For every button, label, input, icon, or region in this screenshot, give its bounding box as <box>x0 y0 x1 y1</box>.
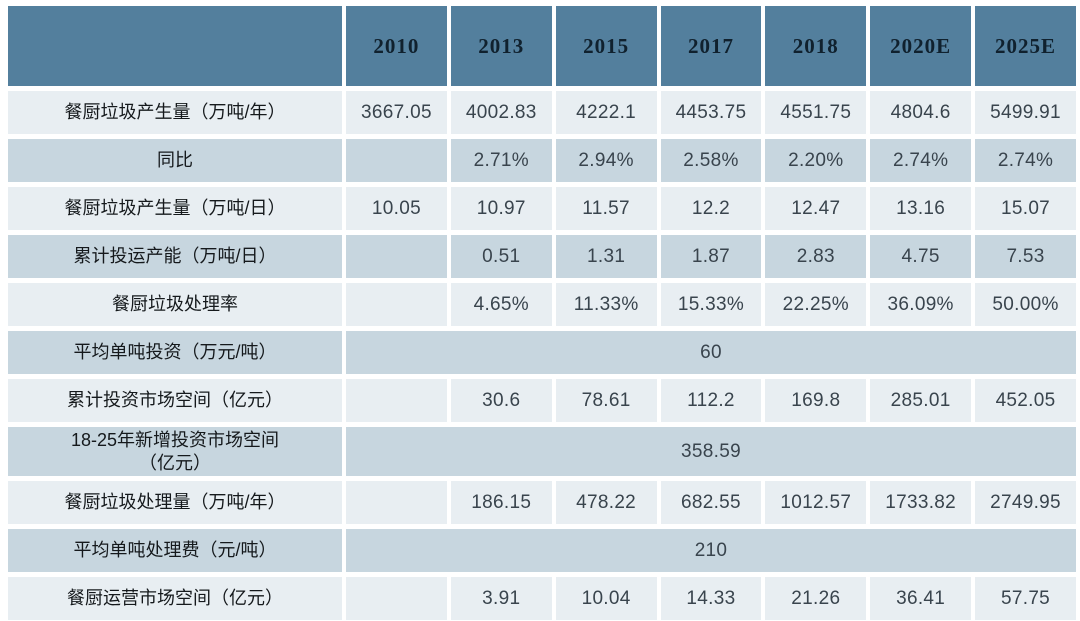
row-label: 餐厨垃圾处理量（万吨/年） <box>8 481 342 524</box>
merged-value-cell: 358.59 <box>346 427 1076 476</box>
value-cell: 22.25% <box>765 283 867 326</box>
value-cell: 4804.6 <box>870 91 972 134</box>
empty-value-cell <box>346 283 447 326</box>
year-header-2020e: 2020E <box>870 6 972 86</box>
table-row: 餐厨垃圾产生量（万吨/年） 3667.05 4002.83 4222.1 4453.75… <box>8 91 1076 134</box>
value-cell: 2749.95 <box>975 481 1076 524</box>
value-cell: 1733.82 <box>870 481 972 524</box>
value-cell: 11.33% <box>555 283 657 326</box>
value-cell: 478.22 <box>555 481 657 524</box>
empty-value-cell <box>346 577 447 620</box>
value-cell: 452.05 <box>975 379 1076 422</box>
empty-value-cell <box>346 481 447 524</box>
value-cell: 4453.75 <box>660 91 762 134</box>
value-cell: 11.57 <box>555 187 657 230</box>
value-cell: 4551.75 <box>765 91 867 134</box>
year-header-2015: 2015 <box>555 6 657 86</box>
value-cell: 3.91 <box>450 577 552 620</box>
corner-header-cell <box>8 6 342 86</box>
value-cell: 112.2 <box>660 379 762 422</box>
value-cell: 13.16 <box>870 187 972 230</box>
value-cell: 186.15 <box>450 481 552 524</box>
value-cell: 36.41 <box>870 577 972 620</box>
kitchen-waste-statistics-table: 2010 2013 2015 2017 2018 2020E 2025E 餐厨垃圾产生量（万… <box>4 1 1080 621</box>
table-row: 餐厨运营市场空间（亿元） 3.91 10.04 14.33 21.26 36.41 57.7… <box>8 577 1076 620</box>
row-label: 餐厨垃圾处理率 <box>8 283 342 326</box>
table-row: 平均单吨处理费（元/吨） 210 <box>8 529 1076 572</box>
table-head: 2010 2013 2015 2017 2018 2020E 2025E <box>8 6 1076 86</box>
row-label: 餐厨垃圾产生量（万吨/日） <box>8 187 342 230</box>
empty-value-cell <box>346 235 447 278</box>
year-header-2017: 2017 <box>660 6 762 86</box>
row-label: 平均单吨处理费（元/吨） <box>8 529 342 572</box>
merged-value-cell: 60 <box>346 331 1076 374</box>
row-label: 餐厨垃圾产生量（万吨/年） <box>8 91 342 134</box>
value-cell: 36.09% <box>870 283 972 326</box>
value-cell: 78.61 <box>555 379 657 422</box>
table-row: 餐厨垃圾处理量（万吨/年） 186.15 478.22 682.55 1012.57 17… <box>8 481 1076 524</box>
value-cell: 10.04 <box>555 577 657 620</box>
value-cell: 1.31 <box>555 235 657 278</box>
year-header-2013: 2013 <box>450 6 552 86</box>
value-cell: 2.94% <box>555 139 657 182</box>
value-cell: 682.55 <box>660 481 762 524</box>
value-cell: 2.74% <box>870 139 972 182</box>
row-label: 平均单吨投资（万元/吨） <box>8 331 342 374</box>
value-cell: 14.33 <box>660 577 762 620</box>
merged-value-cell: 210 <box>346 529 1076 572</box>
value-cell: 2.71% <box>450 139 552 182</box>
value-cell: 21.26 <box>765 577 867 620</box>
value-cell: 57.75 <box>975 577 1076 620</box>
year-header-2018: 2018 <box>765 6 867 86</box>
value-cell: 2.74% <box>975 139 1076 182</box>
table-row: 平均单吨投资（万元/吨） 60 <box>8 331 1076 374</box>
value-cell: 2.58% <box>660 139 762 182</box>
row-label: 餐厨运营市场空间（亿元） <box>8 577 342 620</box>
value-cell: 12.2 <box>660 187 762 230</box>
value-cell: 50.00% <box>975 283 1076 326</box>
table-header-row: 2010 2013 2015 2017 2018 2020E 2025E <box>8 6 1076 86</box>
value-cell: 10.05 <box>346 187 447 230</box>
row-label: 累计投运产能（万吨/日） <box>8 235 342 278</box>
table-row: 餐厨垃圾处理率 4.65% 11.33% 15.33% 22.25% 36.09% 50.0… <box>8 283 1076 326</box>
value-cell: 12.47 <box>765 187 867 230</box>
empty-value-cell <box>346 139 447 182</box>
table-row: 18-25年新增投资市场空间（亿元） 358.59 <box>8 427 1076 476</box>
table-row: 餐厨垃圾产生量（万吨/日） 10.05 10.97 11.57 12.2 12.47 13.… <box>8 187 1076 230</box>
empty-value-cell <box>346 379 447 422</box>
value-cell: 10.97 <box>450 187 552 230</box>
value-cell: 1.87 <box>660 235 762 278</box>
value-cell: 285.01 <box>870 379 972 422</box>
value-cell: 5499.91 <box>975 91 1076 134</box>
table-row: 累计投运产能（万吨/日） 0.51 1.31 1.87 2.83 4.75 7.53 <box>8 235 1076 278</box>
value-cell: 4222.1 <box>555 91 657 134</box>
year-header-2025e: 2025E <box>975 6 1076 86</box>
row-label: 累计投资市场空间（亿元） <box>8 379 342 422</box>
table-row: 同比 2.71% 2.94% 2.58% 2.20% 2.74% 2.74% <box>8 139 1076 182</box>
row-label: 同比 <box>8 139 342 182</box>
value-cell: 15.33% <box>660 283 762 326</box>
value-cell: 15.07 <box>975 187 1076 230</box>
value-cell: 4.65% <box>450 283 552 326</box>
value-cell: 30.6 <box>450 379 552 422</box>
value-cell: 7.53 <box>975 235 1076 278</box>
value-cell: 4002.83 <box>450 91 552 134</box>
value-cell: 2.20% <box>765 139 867 182</box>
value-cell: 4.75 <box>870 235 972 278</box>
year-header-2010: 2010 <box>346 6 447 86</box>
value-cell: 169.8 <box>765 379 867 422</box>
table-body: 餐厨垃圾产生量（万吨/年） 3667.05 4002.83 4222.1 4453.75… <box>8 91 1076 620</box>
value-cell: 2.83 <box>765 235 867 278</box>
value-cell: 3667.05 <box>346 91 447 134</box>
row-label: 18-25年新增投资市场空间（亿元） <box>8 427 342 476</box>
table-row: 累计投资市场空间（亿元） 30.6 78.61 112.2 169.8 285.01 452… <box>8 379 1076 422</box>
value-cell: 0.51 <box>450 235 552 278</box>
value-cell: 1012.57 <box>765 481 867 524</box>
